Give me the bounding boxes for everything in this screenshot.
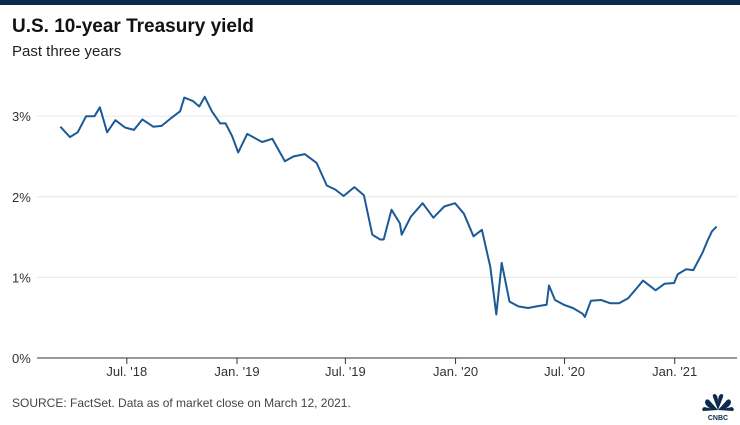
y-tick-label: 2% [12,190,31,205]
x-tick-label: Jan. '20 [433,364,478,379]
chart-subtitle: Past three years [12,43,122,60]
cnbc-peacock-logo: CNBC [702,394,734,422]
y-tick-label: 3% [12,109,31,124]
chart-title: U.S. 10-year Treasury yield [12,16,254,37]
y-tick-label: 0% [12,351,31,366]
y-tick-label: 1% [12,270,31,285]
x-tick-label: Jul. '18 [106,364,147,379]
x-tick-label: Jul. '20 [544,364,585,379]
top-accent-bar [0,0,740,5]
source-note: SOURCE: FactSet. Data as of market close… [12,396,351,410]
x-tick-label: Jan. '21 [652,364,697,379]
series-line-10yr-yield [59,95,718,318]
x-tick-label: Jul. '19 [325,364,366,379]
x-tick-label: Jan. '19 [214,364,259,379]
logo-text: CNBC [708,415,728,422]
yield-line-chart: 0% 1% 2% 3% Jul. '18 Jan. '19 Jul. '19 Jan. '20… [12,95,737,379]
